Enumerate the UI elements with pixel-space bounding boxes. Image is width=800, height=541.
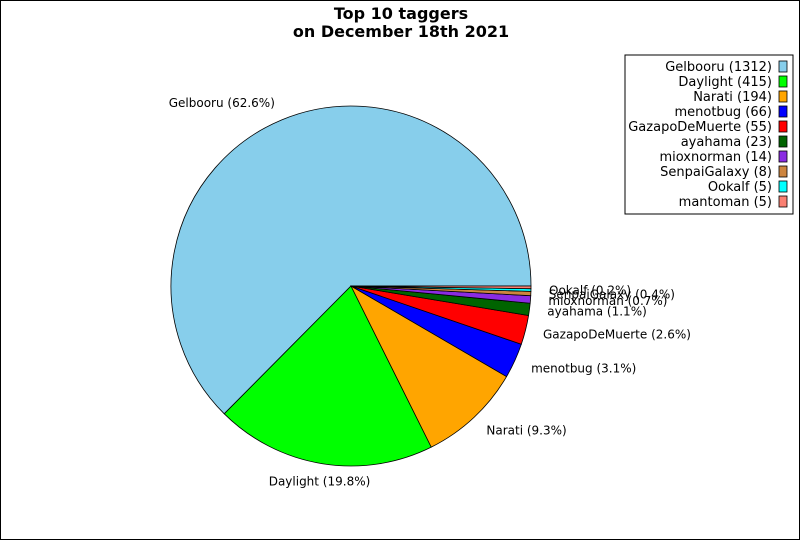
legend-label-narati: Narati (194)	[693, 90, 772, 105]
pie-label-gazapodemuerte: GazapoDeMuerte (2.6%)	[543, 327, 691, 341]
legend-swatch-narati	[778, 90, 788, 103]
chart-title-line-2: on December 18th 2021	[293, 22, 509, 41]
legend-label-mantoman: mantoman (5)	[679, 195, 772, 210]
legend-label-ookalf: Ookalf (5)	[708, 180, 772, 195]
legend: Gelbooru (1312)Daylight (415)Narati (194…	[624, 54, 794, 215]
chart-title-line-1: Top 10 taggers	[334, 4, 468, 23]
legend-swatch-senpaigalaxy	[778, 165, 788, 178]
pie-slice-gelbooru	[170, 105, 532, 415]
legend-label-gelbooru: Gelbooru (1312)	[665, 60, 772, 75]
legend-swatch-ayahama	[778, 135, 788, 148]
pie-label-ookalf: Ookalf (0.2%)	[549, 283, 631, 297]
legend-label-daylight: Daylight (415)	[678, 75, 772, 90]
legend-label-senpaigalaxy: SenpaiGalaxy (8)	[660, 165, 772, 180]
legend-swatch-mioxnorman	[778, 150, 788, 163]
pie-slice-daylight	[223, 285, 432, 467]
pie-label-daylight: Daylight (19.8%)	[269, 475, 371, 489]
legend-box	[624, 54, 794, 215]
pie-slices	[170, 105, 532, 467]
pie-label-ayahama: ayahama (1.1%)	[547, 305, 646, 319]
pie-labels: Gelbooru (62.6%) Daylight (19.8%) Narati (…	[169, 96, 691, 488]
legend-swatch-daylight	[778, 75, 788, 88]
legend-label-mioxnorman: mioxnorman (14)	[659, 150, 772, 165]
pie-slice-narati	[350, 284, 508, 448]
legend-label-gazapodemuerte: GazapoDeMuerte (55)	[628, 120, 772, 135]
pie-label-gelbooru: Gelbooru (62.6%)	[169, 96, 275, 110]
pie-label-menotbug: menotbug (3.1%)	[531, 361, 636, 375]
legend-swatch-gazapodemuerte	[778, 120, 788, 133]
legend-swatch-mantoman	[778, 195, 788, 208]
legend-swatch-ookalf	[778, 180, 788, 193]
legend-label-ayahama: ayahama (23)	[681, 135, 772, 150]
pie-label-senpaigalaxy: SenpaiGalaxy (0.4%)	[549, 287, 675, 301]
legend-swatch-gelbooru	[778, 60, 788, 73]
legend-label-menotbug: menotbug (66)	[674, 105, 772, 120]
pie-label-mioxnorman: mioxnorman (0.7%)	[548, 294, 667, 308]
pie-slice-mantoman	[350, 285, 532, 290]
legend-swatch-menotbug	[778, 105, 788, 118]
pie-label-narati: Narati (9.3%)	[486, 424, 566, 438]
